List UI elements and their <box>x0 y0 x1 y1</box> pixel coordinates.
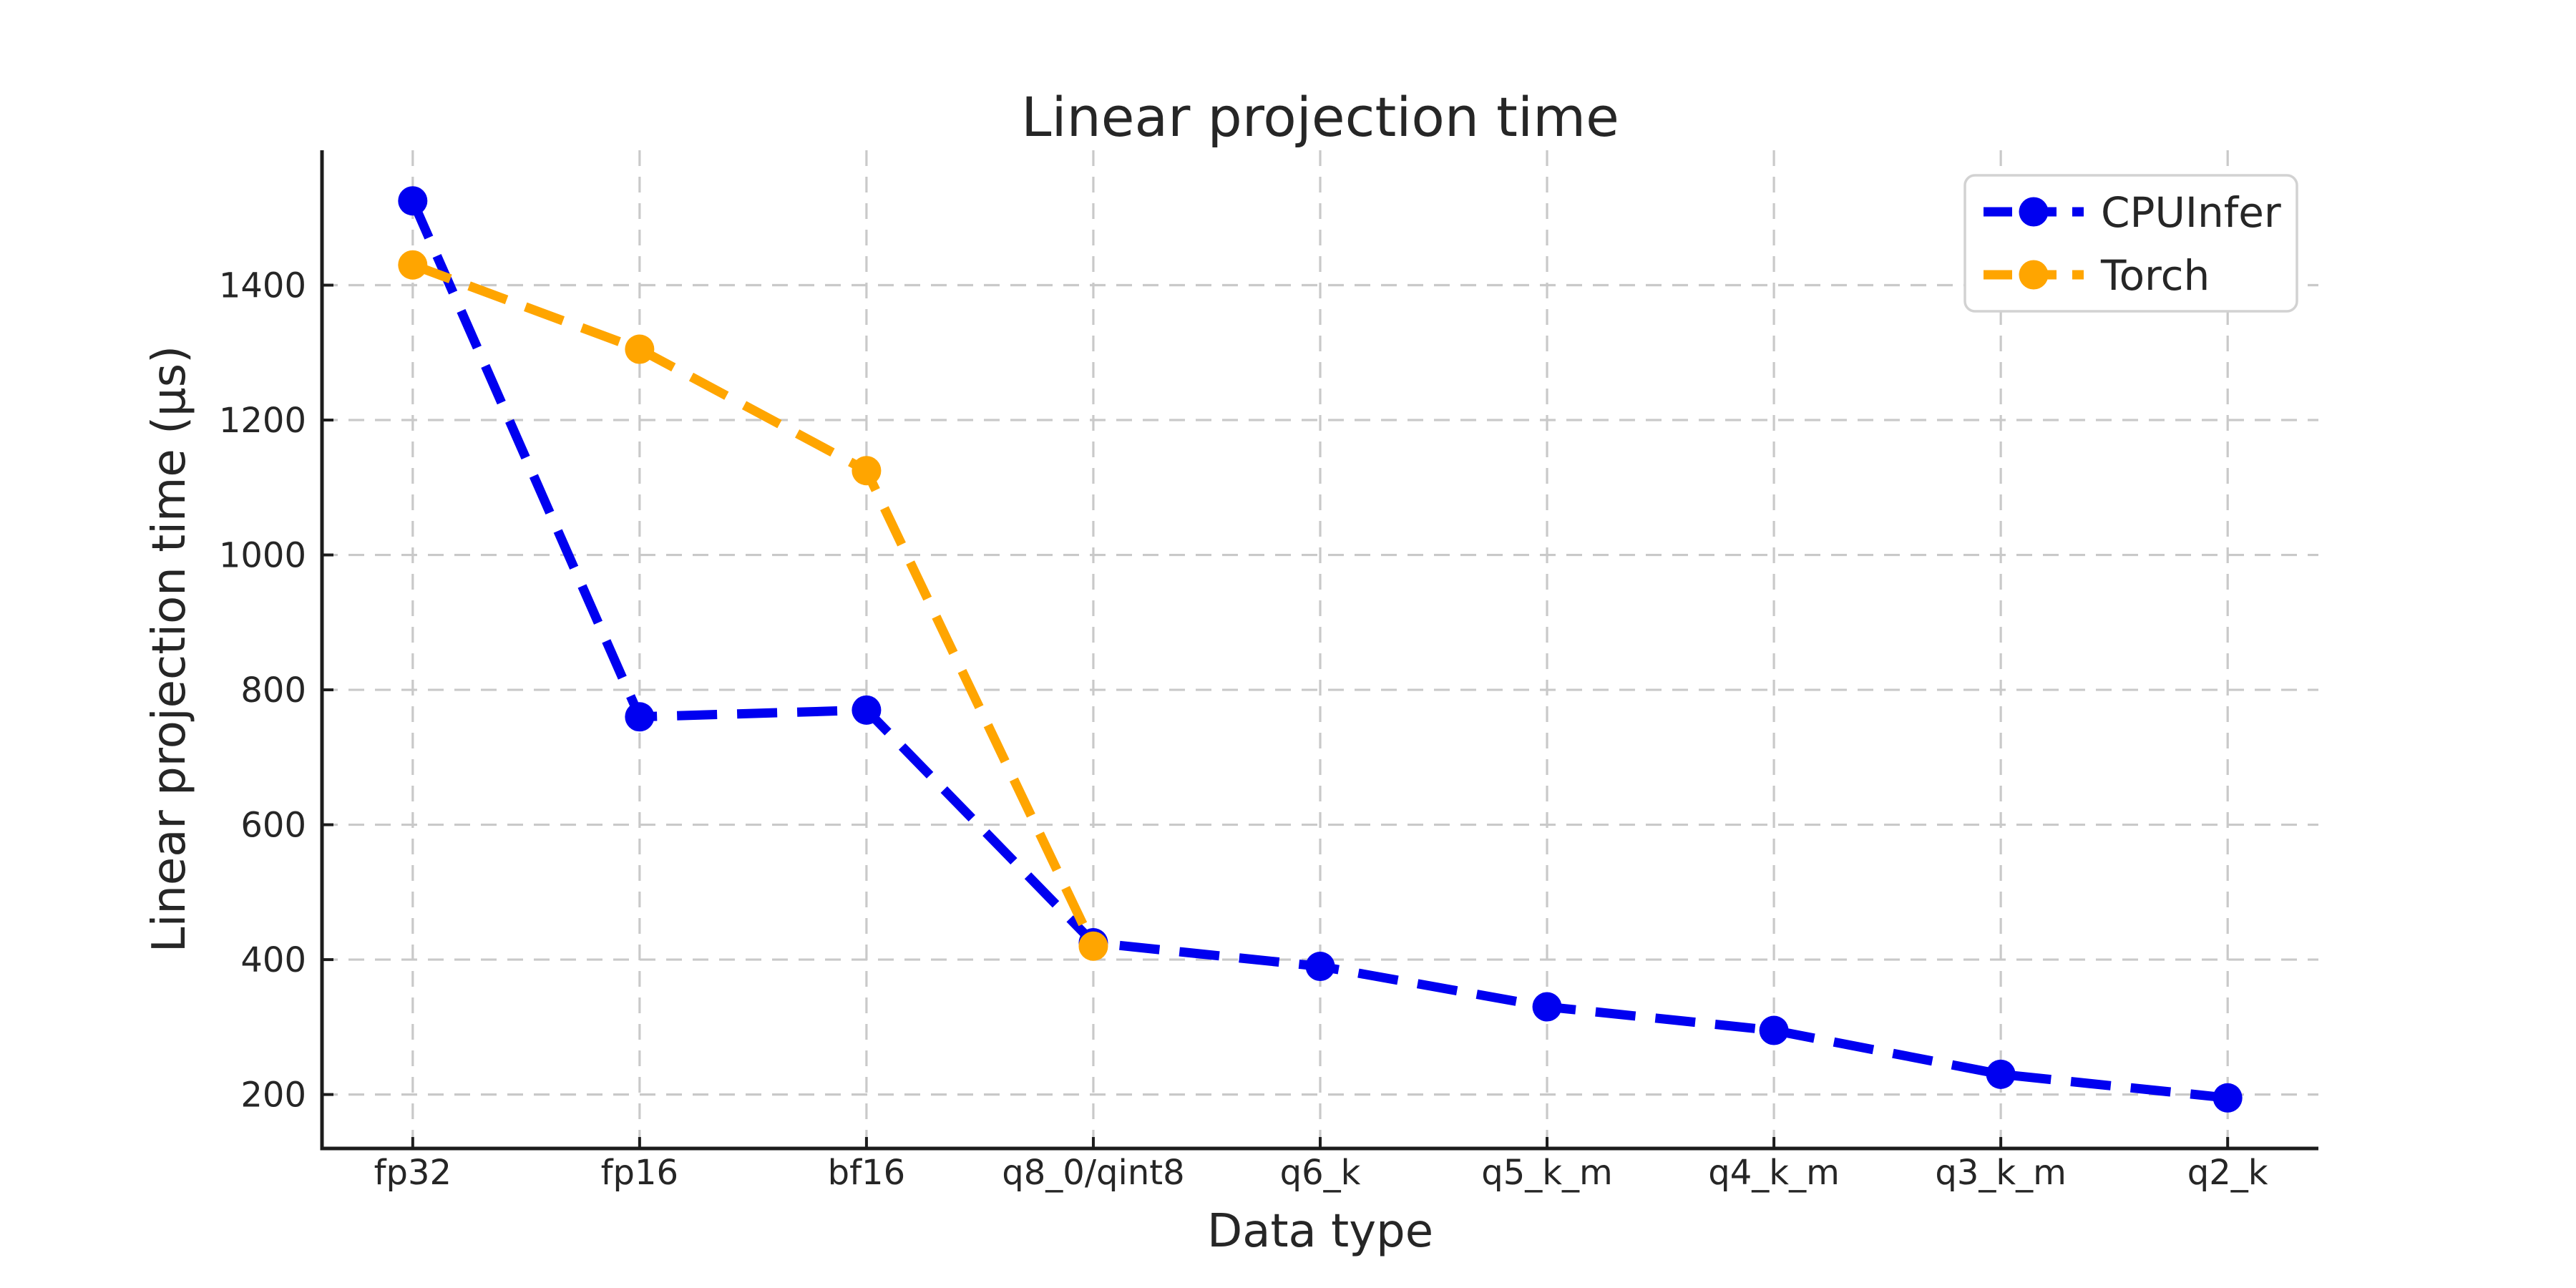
y-tick-label: 1400 <box>219 266 306 306</box>
data-point-cpuinfer <box>1759 1015 1789 1045</box>
x-axis-label: Data type <box>1207 1205 1433 1258</box>
y-axis-label: Linear projection time (µs) <box>143 346 196 952</box>
data-point-cpuinfer <box>1305 952 1335 982</box>
data-point-cpuinfer <box>1986 1059 2016 1089</box>
data-point-torch <box>398 250 428 280</box>
y-tick-label: 600 <box>240 806 306 846</box>
axis-layer: 200 400 600 800 1000 1200 1400 fp32 fp16 bf16 q8_0… <box>219 150 2318 1193</box>
x-tick-label: q5_k_m <box>1481 1153 1613 1193</box>
legend-sample-marker-torch <box>2019 260 2049 290</box>
x-tick-label: fp32 <box>374 1153 452 1193</box>
grid-layer <box>322 150 2318 1148</box>
x-tick-label: q3_k_m <box>1935 1153 2067 1193</box>
data-point-torch <box>1078 931 1108 961</box>
data-point-torch <box>625 334 655 364</box>
y-tick-label: 1000 <box>219 536 306 576</box>
x-tick-label: q6_k <box>1280 1153 1361 1193</box>
legend-sample-marker-cpuinfer <box>2019 197 2049 227</box>
series-layer <box>398 186 2243 1113</box>
x-tick-label: q8_0/qint8 <box>1002 1153 1184 1193</box>
y-tick-label: 800 <box>240 670 306 711</box>
data-point-cpuinfer <box>2212 1083 2243 1113</box>
data-point-cpuinfer <box>398 186 428 216</box>
data-point-cpuinfer <box>1532 992 1562 1022</box>
x-tick-label: fp16 <box>601 1153 678 1193</box>
data-point-cpuinfer <box>852 695 882 725</box>
data-point-torch <box>852 456 882 486</box>
series-line-torch <box>411 260 1098 949</box>
y-tick-label: 200 <box>240 1075 306 1116</box>
legend-label-torch: Torch <box>2100 251 2210 300</box>
x-tick-label: q4_k_m <box>1708 1153 1840 1193</box>
x-tick-label: bf16 <box>828 1153 905 1193</box>
y-tick-label: 1200 <box>219 401 306 441</box>
chart-title: Linear projection time <box>1021 85 1619 149</box>
legend-label-cpuinfer: CPUInfer <box>2101 188 2281 237</box>
y-tick-label: 400 <box>240 940 306 980</box>
x-tick-label: q2_k <box>2187 1153 2268 1193</box>
data-point-cpuinfer <box>625 702 655 732</box>
legend-layer: CPUInfer Torch <box>1963 174 2298 313</box>
